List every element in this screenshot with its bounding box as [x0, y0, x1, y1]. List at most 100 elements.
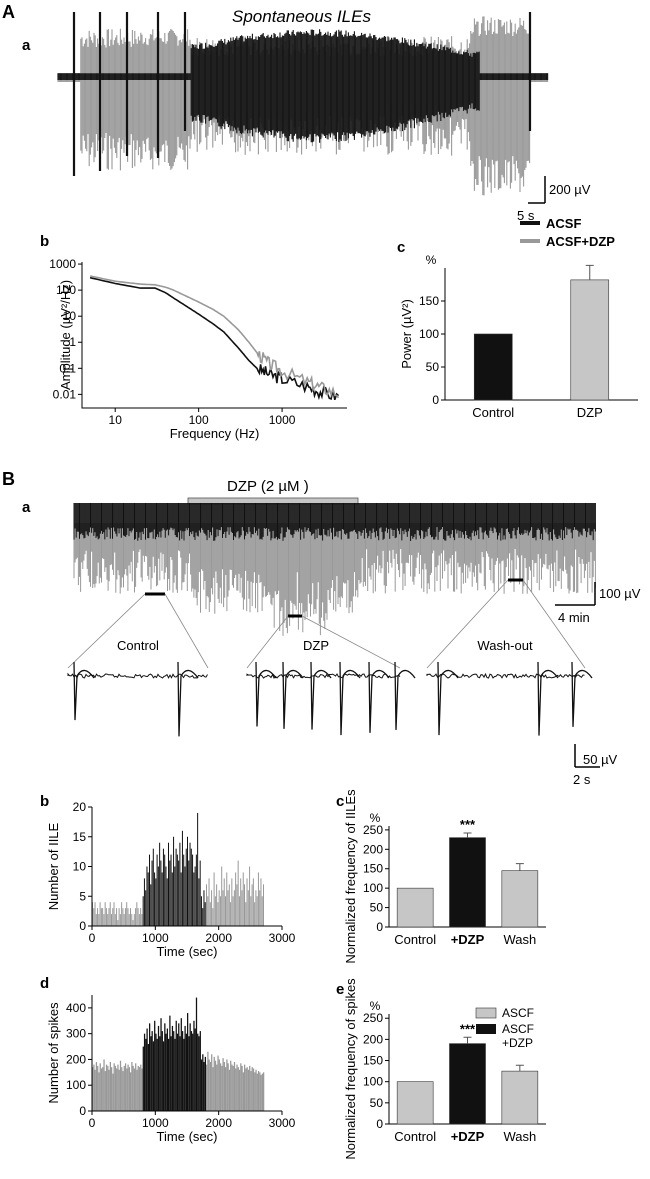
Bb-bin	[242, 872, 244, 926]
Bd-bin	[246, 1067, 248, 1111]
Bd-bin	[122, 1071, 124, 1111]
scale-bar-zoom-voltage: 50 µV	[583, 752, 618, 767]
Bd-bin	[223, 1062, 225, 1111]
panel-label-Bc: c	[336, 793, 344, 810]
zoom-connector-left-2	[426, 579, 509, 669]
Bb-bin	[255, 890, 257, 926]
Bd-bin	[99, 1063, 101, 1111]
panel-label-B: B	[2, 469, 15, 489]
Ac-bar-0	[473, 333, 513, 401]
Bb-bin	[132, 920, 134, 926]
Bc-ytick-label: 150	[363, 862, 383, 876]
Bd-bin	[105, 1064, 108, 1111]
Bc-yunit: %	[370, 811, 381, 825]
Bb-bin	[151, 860, 153, 926]
Bd-bin	[132, 1065, 134, 1111]
Bc-ytick-label: 0	[376, 920, 383, 934]
Bd-bin	[112, 1073, 114, 1111]
Bd-xtick-label: 3000	[269, 1116, 296, 1130]
Bd-bin	[242, 1072, 244, 1111]
Bd-bin	[225, 1067, 227, 1111]
Bb-bin	[249, 866, 251, 926]
Bd-bin	[254, 1072, 256, 1111]
Bb-bin	[124, 908, 126, 926]
Bb-ytick-label: 5	[79, 889, 86, 903]
Bb-bin	[102, 908, 104, 926]
Bd-bin	[147, 1043, 149, 1111]
Bd-bin	[203, 1062, 205, 1111]
Bb-xlabel: Time (sec)	[157, 944, 218, 959]
Bb-bin	[244, 884, 245, 926]
Bb-bin	[211, 890, 213, 926]
Bd-bin	[141, 1068, 143, 1111]
Bb-bin	[141, 914, 143, 926]
Bb-xtick-label: 2000	[205, 931, 232, 945]
Bd-bin	[102, 1067, 104, 1111]
Bb-bin	[159, 842, 161, 926]
Bb-bin	[254, 902, 256, 926]
Bb-bin	[122, 908, 124, 926]
chart-Ab: 1000 100 10 1 0.1 0.01 10 100 1000 Frequency (Hz)…	[49, 257, 347, 441]
Bb-bin	[219, 896, 221, 926]
Bb-bin	[200, 896, 202, 926]
Be-yunit: %	[370, 999, 381, 1013]
Bd-bin	[236, 1064, 238, 1111]
Bb-ytick-label: 20	[73, 800, 87, 814]
Bb-bin	[238, 896, 240, 926]
Bb-bin	[175, 848, 177, 926]
Ac-yunit: %	[426, 253, 437, 267]
Bd-bin	[192, 1033, 194, 1111]
Bd-bin	[195, 997, 198, 1111]
scale-bar-B: 100 µV 4 min	[555, 582, 641, 625]
Bd-bin	[100, 1068, 103, 1111]
Bb-bin	[94, 902, 96, 926]
Bb-bin	[107, 914, 109, 926]
Bd-bin	[256, 1073, 258, 1111]
zoom-connector-right-1	[301, 615, 401, 669]
panel-label-Ac: c	[397, 239, 405, 256]
Be-legend-swatch-0	[475, 1007, 497, 1019]
Bb-bin	[166, 878, 168, 926]
Bb-bin	[156, 854, 158, 926]
Bd-bin	[95, 1062, 98, 1111]
Bd-bin	[217, 1055, 219, 1111]
Bb-bin	[217, 902, 219, 926]
zoom-spike-2-0	[437, 661, 459, 736]
Bd-bin	[152, 1041, 155, 1111]
Bd-bin	[159, 1036, 161, 1111]
Bd-bin	[168, 1038, 170, 1111]
Bd-bin	[157, 1025, 160, 1111]
Bd-bin	[184, 1025, 186, 1111]
trace-B-black	[73, 503, 596, 541]
Bd-bin	[135, 1063, 137, 1111]
panel-label-Ba: a	[22, 499, 31, 516]
Bb-bin	[161, 872, 163, 926]
Bb-bin	[206, 884, 207, 926]
Ab-ylabel: Amplitude (µV²/Hz)	[58, 280, 73, 390]
Bb-bin	[130, 908, 131, 926]
Bb-bin	[165, 866, 167, 926]
Ac-legend-label-1: ACSF+DZP	[546, 234, 615, 249]
zoom-spike-1-3	[339, 661, 361, 736]
Bb-bin	[209, 902, 211, 926]
Bd-bin	[245, 1068, 247, 1111]
Bd-bin	[131, 1062, 133, 1111]
Bb-bin	[185, 848, 187, 926]
Bd-bin	[104, 1071, 106, 1111]
Bb-bin	[225, 896, 226, 926]
Bb-bin	[160, 860, 162, 926]
panel-label-Ab: b	[40, 233, 49, 250]
Bd-bin	[187, 1013, 189, 1111]
Bb-bin	[227, 890, 229, 926]
panel-label-Aa: a	[22, 37, 31, 54]
Bc-errbar-2	[515, 863, 524, 871]
Bb-bin	[212, 908, 214, 926]
Bd-bin	[183, 1038, 185, 1111]
Bd-bin	[114, 1065, 117, 1111]
Bd-bin	[103, 1059, 105, 1111]
Bb-bin	[223, 878, 225, 926]
Bd-bin	[160, 1018, 162, 1111]
Bb-bin	[226, 872, 228, 926]
Bb-bin	[168, 842, 169, 926]
Bd-bin	[194, 1028, 196, 1111]
